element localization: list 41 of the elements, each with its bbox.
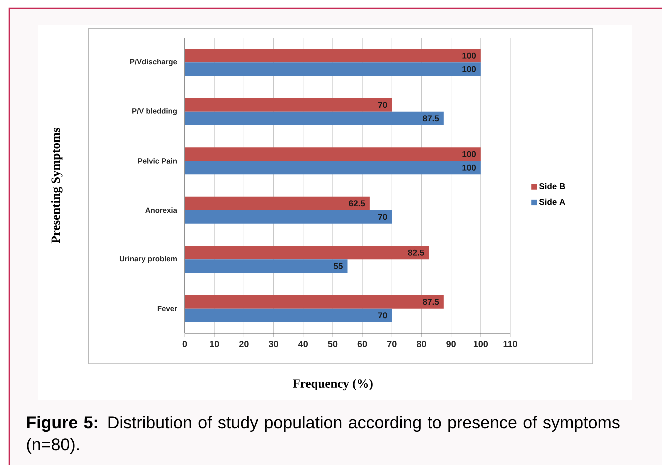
bar <box>185 62 481 76</box>
bar <box>185 308 392 322</box>
x-tick-label: 10 <box>210 341 220 348</box>
x-tick-label: 0 <box>182 341 188 348</box>
x-tick-label: 110 <box>504 341 518 348</box>
data-label: 100 <box>462 52 476 59</box>
x-tick-label: 70 <box>388 341 397 348</box>
x-tick-label: 50 <box>328 341 338 348</box>
text: Figure 5: Distribution of study population according to presence of symptoms (n=80). <box>27 416 620 454</box>
bar <box>185 148 481 162</box>
bar <box>185 260 348 274</box>
x-tick-label: 60 <box>358 341 368 348</box>
x-tick-label: 40 <box>298 341 308 348</box>
legend-label: Side B <box>539 183 566 190</box>
data-label: 55 <box>334 263 343 270</box>
data-label: 100 <box>462 164 476 171</box>
data-label: 87.5 <box>423 116 440 122</box>
data-label: 70 <box>378 214 388 220</box>
data-label: 82.5 <box>408 250 424 256</box>
data-label: 100 <box>462 66 476 72</box>
data-label: 70 <box>378 312 388 319</box>
x-tick-label: 100 <box>474 341 488 348</box>
bar <box>185 246 430 260</box>
x-tick-label: 80 <box>417 341 426 348</box>
x-tick-label: 90 <box>446 341 456 348</box>
data-label: 70 <box>378 102 388 108</box>
bar <box>185 196 370 210</box>
bar <box>185 112 444 126</box>
x-tick-label: 20 <box>239 341 249 348</box>
data-label: 100 <box>462 151 476 158</box>
bar <box>185 295 444 309</box>
bar <box>185 161 481 175</box>
legend-label: Side A <box>539 198 566 206</box>
bar <box>185 210 392 224</box>
bar <box>185 98 392 112</box>
data-label: 87.5 <box>423 299 440 306</box>
x-axis-title: Frequency (%) <box>292 379 373 391</box>
y-axis-title: Presenting Symptoms <box>51 128 63 244</box>
data-label: 62.5 <box>349 200 366 207</box>
bar <box>185 49 481 63</box>
x-tick-label: 30 <box>268 341 278 348</box>
